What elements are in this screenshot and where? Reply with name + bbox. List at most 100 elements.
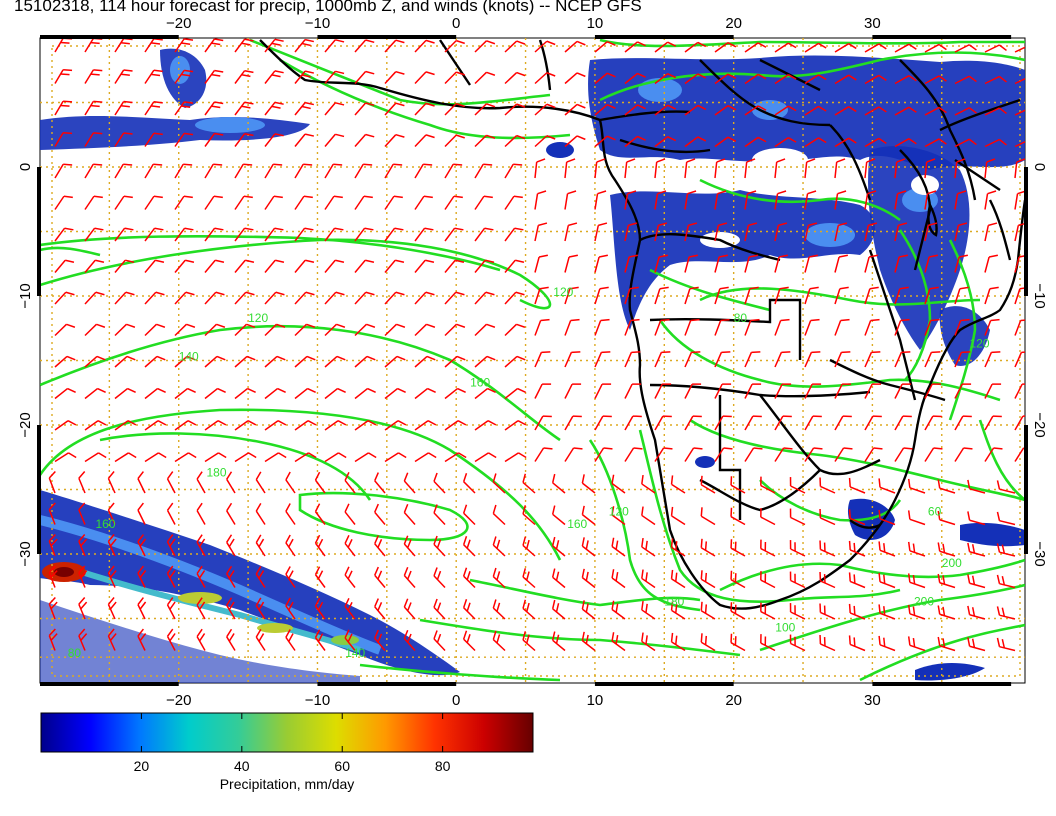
wind-barb (137, 628, 147, 651)
wind-barb (234, 420, 257, 431)
wind-barb (174, 195, 193, 210)
wind-barb (444, 134, 465, 148)
wind-barb (684, 73, 707, 85)
wind-barb (744, 447, 763, 462)
wind-barb (226, 471, 236, 494)
wind-barb (714, 136, 737, 148)
wind-barb (285, 534, 296, 557)
wind-barb (984, 415, 1002, 431)
wind-barb (114, 227, 134, 242)
wind-barb (354, 452, 377, 463)
wind-barb (744, 190, 757, 210)
wind-barb (403, 472, 416, 494)
wind-barb (714, 104, 737, 116)
wind-barb (204, 163, 223, 179)
contour-label: 80 (734, 311, 748, 325)
wind-barb (878, 604, 896, 620)
wind-barb (166, 471, 176, 494)
wind-barb (594, 318, 610, 336)
wind-barb (760, 539, 776, 557)
wind-barb (641, 474, 656, 494)
wind-barb (462, 630, 476, 652)
wind-barb (984, 158, 996, 179)
wind-barb (789, 571, 806, 589)
wind-barb (384, 259, 405, 273)
wind-barb (54, 420, 77, 431)
wind-barb (174, 69, 194, 84)
wind-barb (294, 291, 315, 305)
wind-barb (924, 351, 941, 368)
wind-barb (1014, 318, 1025, 336)
wind-barb (384, 163, 403, 179)
wind-barb (774, 137, 797, 148)
wind-barb (894, 415, 912, 431)
wind-barb (204, 227, 224, 242)
wind-barb (834, 254, 848, 273)
lat-tick-label-right: −20 (1031, 412, 1048, 437)
wind-barb (354, 102, 375, 116)
wind-barb (564, 254, 578, 273)
wind-barb (984, 286, 999, 305)
wind-barb (444, 102, 465, 116)
wind-barb (196, 534, 206, 557)
axis-tick-labels: −20 −20 −10 −10 0 0 10 10 20 20 30 30 0 0 −10 −10 −20 −20… (17, 15, 1048, 709)
geopotential-contours (40, 38, 1025, 682)
wind-barb (324, 323, 346, 337)
wind-barb (878, 509, 896, 526)
wind-barb (924, 383, 942, 399)
wind-barb (504, 195, 523, 210)
wind-barb (137, 502, 146, 525)
wind-barb (54, 387, 76, 400)
wind-barb (684, 104, 707, 116)
wind-barb (641, 569, 656, 589)
wind-barb (474, 103, 496, 116)
wind-barb (924, 447, 943, 462)
wind-barb (433, 504, 446, 526)
wind-barb (774, 42, 797, 53)
contour-labels: 120 140 160 180 120 140 160 180 200 200 80 60 120 160… (68, 285, 990, 660)
wind-barb (714, 254, 728, 273)
wind-barb (624, 72, 646, 85)
wind-barb (255, 597, 266, 620)
wind-barb (700, 507, 716, 526)
wind-barb (324, 102, 345, 116)
wind-barb (474, 134, 496, 148)
wind-barb (730, 633, 746, 652)
wind-barb (937, 605, 956, 620)
wind-barb (504, 103, 526, 116)
wind-barb (294, 259, 315, 273)
wind-barb (684, 254, 698, 273)
wind-barb (354, 163, 373, 179)
contour-label: 180 (207, 466, 227, 480)
wind-barb (137, 471, 146, 494)
wind-barb (594, 104, 616, 116)
wind-barb (789, 477, 806, 494)
wind-barb (581, 631, 596, 652)
wind-barb (864, 447, 883, 462)
wind-barb (834, 351, 851, 368)
wind-barb (594, 158, 606, 179)
wind-barb (954, 75, 977, 85)
wind-barb (804, 74, 827, 85)
wind-barb (700, 601, 716, 620)
wind-barb (670, 538, 686, 557)
wind-barb (564, 318, 580, 336)
wind-barb (654, 136, 677, 148)
wind-barb (670, 632, 686, 652)
wind-barb (174, 163, 193, 179)
wind-barb (611, 632, 626, 652)
wind-barb (522, 505, 536, 526)
wind-barb (264, 355, 286, 368)
contour-label: 120 (609, 504, 629, 518)
wind-barb (774, 74, 797, 85)
wind-barb (107, 502, 116, 525)
wind-barb (78, 565, 88, 588)
wind-barb (924, 158, 936, 179)
wind-barb (144, 132, 163, 147)
wind-barb (700, 538, 716, 557)
wind-barb (522, 473, 536, 494)
lon-tick-label-bottom: −20 (166, 692, 191, 709)
wind-barb (611, 506, 626, 526)
wind-barb (114, 420, 137, 431)
wind-barb (864, 43, 887, 53)
